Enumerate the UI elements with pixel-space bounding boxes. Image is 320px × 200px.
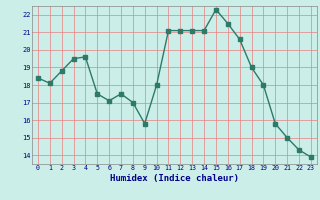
X-axis label: Humidex (Indice chaleur): Humidex (Indice chaleur) [110,174,239,183]
